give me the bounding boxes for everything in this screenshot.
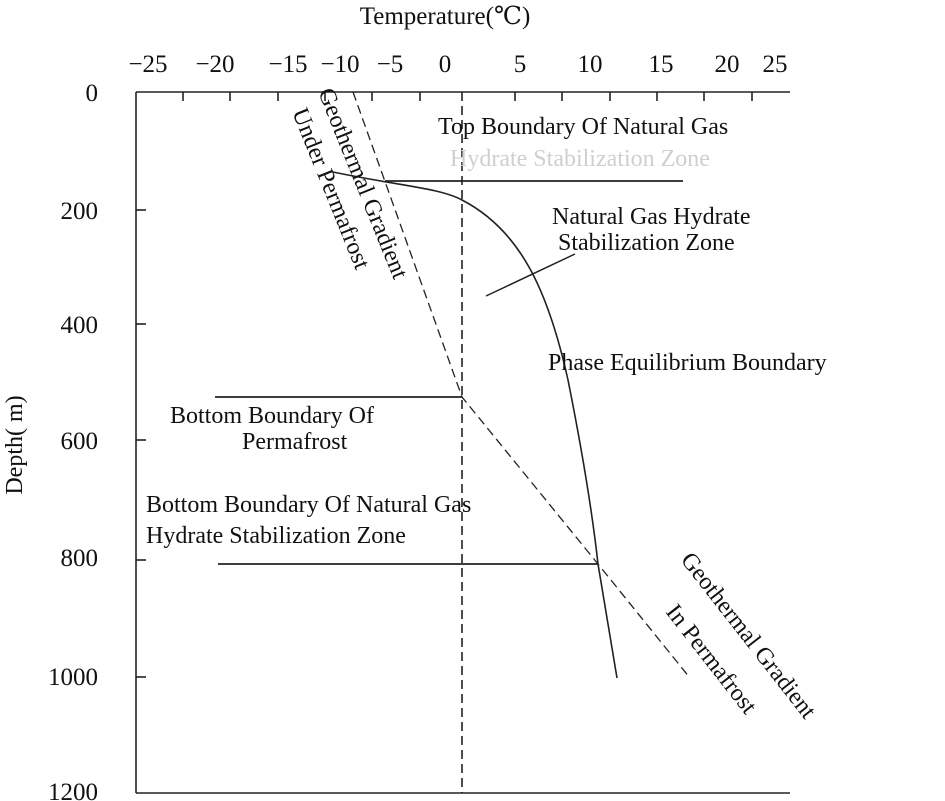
zone-leader-line <box>485 253 576 297</box>
y-tick: 1000 <box>48 664 98 691</box>
x-tick: 5 <box>514 51 527 78</box>
y-axis-title: Depth( m) <box>2 395 28 494</box>
x-tick: 10 <box>578 51 603 78</box>
zone-label: Stabilization Zone <box>558 230 735 256</box>
x-tick: −10 <box>320 51 359 78</box>
geothermal-gradient-line <box>352 91 691 679</box>
x-tick: 0 <box>439 51 452 78</box>
y-tick: 200 <box>61 198 99 225</box>
y-tick: 600 <box>61 428 99 455</box>
phase-boundary-label: Phase Equilibrium Boundary <box>548 350 827 376</box>
bottom-hydrate-label: Bottom Boundary Of Natural Gas <box>146 492 471 518</box>
axes <box>135 91 790 794</box>
x-tick: −20 <box>195 51 234 78</box>
top-boundary-label-faint: Hydrate Stabilization Zone <box>450 146 710 172</box>
boundary-lines <box>215 180 683 565</box>
phase-equilibrium-curve <box>332 171 618 679</box>
y-tick-labels: 0 200 400 600 800 1000 1200 <box>48 80 98 801</box>
zone-label: Natural Gas Hydrate <box>552 204 751 230</box>
y-tick: 0 <box>86 80 99 107</box>
x-tick: 25 <box>763 51 788 78</box>
y-tick: 800 <box>61 545 99 572</box>
x-axis-title: Temperature(℃) <box>360 3 531 30</box>
x-tick: −5 <box>377 51 404 78</box>
top-boundary-label: Top Boundary Of Natural Gas <box>438 114 728 140</box>
x-tick: 15 <box>649 51 674 78</box>
y-tick: 400 <box>61 312 99 339</box>
bottom-permafrost-label: Permafrost <box>242 429 348 455</box>
x-tick: −15 <box>268 51 307 78</box>
bottom-hydrate-label: Hydrate Stabilization Zone <box>146 523 406 549</box>
x-tick: −25 <box>128 51 167 78</box>
x-tick-labels: −25 −20 −15 −10 −5 0 5 10 15 20 25 <box>128 51 787 78</box>
y-tick: 1200 <box>48 779 98 801</box>
x-tick: 20 <box>715 51 740 78</box>
bottom-permafrost-label: Bottom Boundary Of <box>170 403 374 429</box>
